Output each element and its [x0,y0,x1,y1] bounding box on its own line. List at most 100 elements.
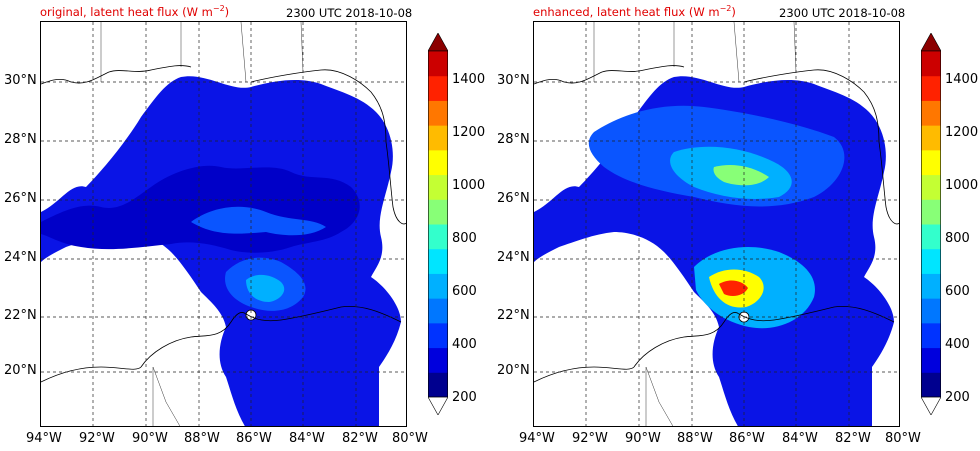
y-tick: 28°N [497,132,530,147]
x-tick: 88°W [677,431,713,446]
map-canvas [41,22,406,426]
x-tick: 82°W [342,431,378,446]
colorbar-over-triangle [921,33,941,52]
colorbar-segment [921,322,941,349]
y-tick: 26°N [497,191,530,206]
colorbar-segment [921,372,941,398]
colorbar-segment [921,51,941,77]
panel-title: enhanced, latent heat flux (W m−2) [533,4,736,19]
colorbar-segment [428,248,448,274]
colorbar-segment [428,125,448,151]
border-lines [645,366,674,426]
panel-time: 2300 UTC 2018-10-08 [779,6,906,20]
state-borders [593,22,797,83]
colorbar-frame [428,50,448,398]
x-tick: 92°W [572,431,608,446]
x-tick: 94°W [26,431,62,446]
flux-field-low [41,165,360,253]
colorbar-frame [921,50,941,398]
colorbar-label: 400 [452,337,477,352]
y-tick: 22°N [497,308,530,323]
y-tick: 26°N [4,191,37,206]
colorbar-label: 1200 [945,125,979,140]
coastline-mexico [534,366,635,383]
colorbar-label: 800 [452,231,477,246]
colorbar-segment [428,100,448,126]
flux-field-mid [191,206,326,236]
y-tick: 20°N [4,363,37,378]
colorbar-segment [428,224,448,250]
y-tick: 28°N [4,132,37,147]
x-tick: 80°W [392,431,428,446]
x-tick: 84°W [289,431,325,446]
coastline-florida [250,69,406,225]
colorbar-over-triangle [428,33,448,52]
colorbar-segment [428,322,448,349]
y-tick: 24°N [497,250,530,265]
y-tick: 24°N [4,250,37,265]
colorbar-segment [428,174,448,200]
colorbar-segment [428,273,448,299]
x-tick: 86°W [729,431,765,446]
x-tick: 88°W [184,431,220,446]
colorbar-label: 1000 [452,178,486,193]
flux-field-storm-core [246,274,285,302]
map-enhanced [533,21,900,427]
panel-time: 2300 UTC 2018-10-08 [286,6,413,20]
colorbar-segment [428,149,448,176]
colorbar-segment [921,199,941,225]
colorbar-label: 1000 [945,178,979,193]
colorbar-segment [428,298,448,324]
colorbar-label: 600 [945,284,970,299]
coastline-florida [743,69,899,225]
coastline-yucatan-cuba [633,305,895,368]
colorbar-segment [921,248,941,274]
colorbar-segment [921,347,941,373]
x-tick: 92°W [79,431,115,446]
x-tick: 84°W [782,431,818,446]
colorbar-under-triangle [428,396,448,415]
colorbar-segment [921,75,941,101]
colorbar-segment [921,149,941,176]
x-tick: 86°W [236,431,272,446]
colorbar-segment [428,199,448,225]
gridlines [534,22,899,426]
flux-field-peak [713,165,769,186]
y-tick: 30°N [497,73,530,88]
state-borders [100,22,304,83]
colorbar-segment [921,174,941,200]
colorbar [921,33,941,415]
y-tick: 22°N [4,308,37,323]
x-tick: 90°W [132,431,168,446]
colorbar-segment [921,100,941,126]
x-tick: 90°W [625,431,661,446]
colorbar-segment [428,51,448,77]
panel-title: original, latent heat flux (W m−2) [40,4,230,19]
map-original [40,21,407,427]
colorbar [428,33,448,415]
map-canvas [534,22,899,426]
y-tick: 30°N [4,73,37,88]
gridlines [41,22,406,426]
y-tick: 20°N [497,363,530,378]
coastline [534,65,685,85]
border-lines [152,366,181,426]
flux-field-base [41,76,401,426]
colorbar-segment [921,298,941,324]
colorbar-label: 400 [945,337,970,352]
coastline [41,65,192,85]
colorbar-segment [921,125,941,151]
flux-field-storm-core [719,280,748,296]
colorbar-segment [428,347,448,373]
x-tick: 80°W [885,431,921,446]
colorbar-label: 1400 [452,72,486,87]
colorbar-segment [428,372,448,398]
coastline-yucatan-cuba [140,305,402,368]
colorbar-segment [428,75,448,101]
coastline-mexico [41,366,142,383]
x-tick: 82°W [835,431,871,446]
colorbar-segment [921,224,941,250]
colorbar-label: 200 [945,390,970,405]
colorbar-label: 1400 [945,72,979,87]
colorbar-label: 800 [945,231,970,246]
